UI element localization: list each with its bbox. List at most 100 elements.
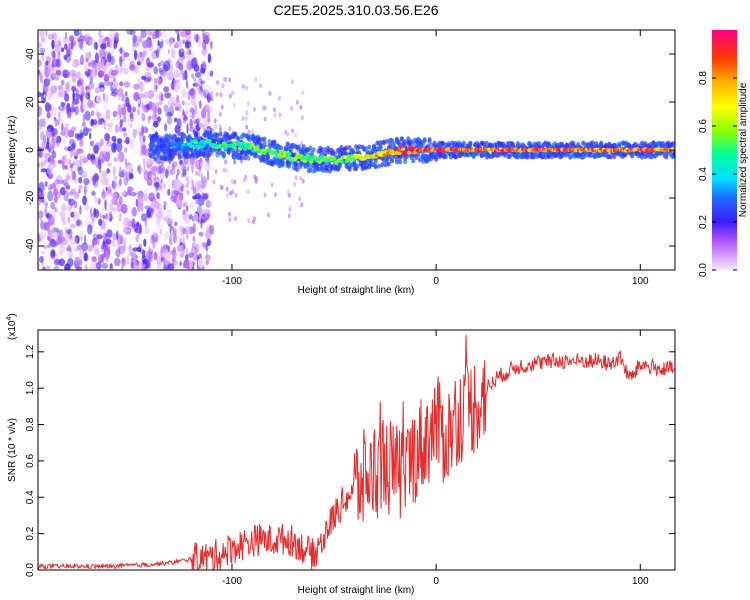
heatmap-ridge-cell [184, 153, 189, 159]
heatmap-noise-cell [126, 190, 131, 196]
heatmap-ridge-core [165, 148, 170, 152]
y-tick-label: 0.0 [25, 563, 36, 577]
heatmap-noise-cell [108, 211, 113, 218]
heatmap-noise-cell [253, 174, 257, 180]
heatmap-noise-cell [54, 132, 58, 142]
figure-title: C2E5.2025.310.03.56.E26 [273, 2, 438, 18]
heatmap-noise-cell [157, 206, 162, 214]
heatmap-noise-cell [62, 220, 68, 226]
heatmap-noise-cell [153, 78, 157, 83]
heatmap-noise-cell [278, 95, 282, 101]
heatmap-noise-cell [185, 30, 191, 36]
heatmap-noise-cell [98, 30, 102, 38]
heatmap-ridge-core [193, 140, 199, 145]
heatmap-noise-cell [245, 110, 249, 116]
heatmap-noise-cell [41, 51, 45, 61]
heatmap-noise-cell [202, 32, 206, 43]
heatmap-noise-cell [57, 159, 63, 164]
heatmap-noise-cell [166, 208, 172, 218]
heatmap-noise-cell [194, 102, 198, 108]
heatmap-noise-cell [58, 105, 65, 111]
heatmap-noise-cell [185, 159, 189, 165]
heatmap-noise-cell [133, 65, 139, 74]
heatmap-noise-cell [105, 186, 108, 192]
heatmap-noise-cell [44, 157, 49, 163]
heatmap-noise-cell [175, 235, 181, 245]
heatmap-noise-cell [185, 248, 189, 255]
heatmap-noise-cell [153, 230, 159, 237]
heatmap-noise-cell [66, 80, 72, 86]
heatmap-noise-cell [44, 202, 49, 208]
heatmap-noise-cell [100, 244, 106, 250]
heatmap-noise-cell [139, 34, 143, 44]
heatmap-noise-cell [106, 168, 110, 174]
heatmap-noise-cell [80, 170, 88, 179]
heatmap-noise-cell [185, 110, 189, 115]
heatmap-noise-cell [103, 73, 110, 82]
heatmap-ridge-cell [295, 167, 300, 172]
heatmap-noise-cell [42, 265, 46, 270]
heatmap-noise-cell [144, 219, 148, 228]
heatmap-noise-cell [286, 189, 290, 195]
heatmap-noise-cell [198, 122, 204, 128]
heatmap-noise-cell [38, 124, 43, 131]
heatmap-ridge-cell [484, 140, 489, 146]
heatmap-noise-cell [152, 207, 156, 214]
heatmap-noise-cell [156, 164, 163, 175]
heatmap-ridge-core [302, 159, 308, 163]
heatmap-noise-cell [52, 142, 60, 148]
heatmap-noise-cell [66, 232, 70, 239]
heatmap-noise-cell [168, 106, 175, 117]
heatmap-noise-cell [169, 38, 174, 45]
heatmap-noise-cell [50, 201, 56, 210]
heatmap-noise-cell [77, 166, 82, 171]
heatmap-noise-cell [69, 148, 73, 159]
heatmap-noise-cell [210, 91, 213, 97]
heatmap-noise-cell [167, 263, 175, 270]
heatmap-noise-cell [141, 102, 144, 112]
heatmap-noise-cell [253, 106, 257, 112]
heatmap-ridge-cell [386, 161, 391, 167]
heatmap-ridge-cell [279, 145, 283, 151]
y-tick-label: 40 [25, 48, 36, 60]
heatmap-noise-cell [47, 110, 50, 118]
heatmap-noise-cell [86, 72, 90, 78]
heatmap-noise-cell [82, 99, 87, 111]
heatmap-noise-cell [47, 164, 52, 176]
heatmap-noise-cell [157, 78, 162, 86]
heatmap-noise-cell [114, 257, 121, 267]
heatmap-noise-cell [120, 169, 128, 178]
heatmap-noise-cell [74, 159, 80, 166]
snr-panel: -100 0 100 0.0 0.2 0.4 0.6 0.8 1.0 1.2 Height of … [6, 313, 676, 596]
heatmap-noise-cell [186, 167, 190, 172]
heatmap-noise-cell [157, 62, 161, 67]
heatmap-noise-cell [51, 58, 59, 68]
heatmap-noise-cell [57, 235, 65, 243]
heatmap-noise-cell [272, 107, 276, 113]
heatmap-noise-cell [84, 204, 90, 211]
heatmap-noise-cell [70, 223, 76, 229]
heatmap-noise-cell [164, 168, 169, 179]
heatmap-noise-cell [45, 128, 52, 139]
heatmap-noise-cell [164, 258, 170, 265]
heatmap-noise-cell [147, 76, 153, 82]
heatmap-noise-cell [153, 201, 160, 209]
heatmap-noise-cell [179, 252, 185, 258]
heatmap-ridge-cell [164, 134, 169, 140]
heatmap-noise-cell [87, 99, 94, 109]
heatmap-noise-cell [198, 160, 205, 165]
heatmap-noise-cell [253, 216, 257, 222]
heatmap-noise-cell [213, 118, 217, 124]
heatmap-noise-cell [63, 182, 70, 189]
heatmap-noise-cell [139, 249, 146, 255]
heatmap-noise-cell [84, 184, 87, 196]
heatmap-noise-cell [113, 157, 118, 162]
heatmap-noise-cell [130, 30, 136, 36]
heatmap-noise-cell [87, 224, 93, 235]
heatmap-noise-cell [104, 213, 108, 220]
heatmap-noise-cell [146, 157, 151, 165]
heatmap-ridge-cell [427, 137, 432, 142]
heatmap-noise-cell [165, 38, 170, 45]
heatmap-noise-cell [133, 223, 138, 232]
